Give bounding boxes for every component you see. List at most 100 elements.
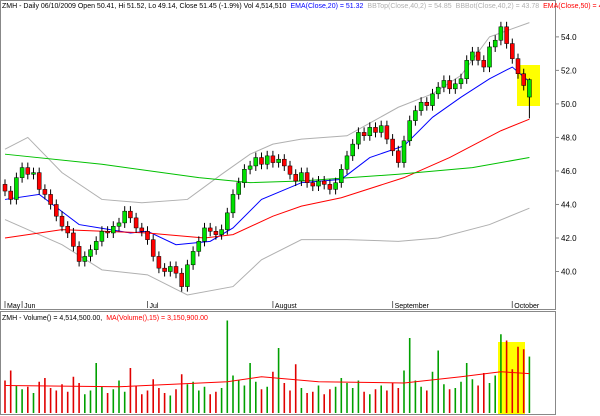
candle-body [190, 251, 196, 266]
candle-body [407, 120, 412, 142]
candle-body [82, 256, 88, 262]
candle-body [93, 241, 99, 250]
candle-body [242, 169, 247, 183]
candle-body [464, 60, 469, 80]
candle-body [287, 165, 293, 175]
candle-body [481, 60, 487, 68]
candle-body [25, 167, 31, 175]
candle-body [521, 73, 526, 86]
y-tick-label: 44.0 [561, 200, 577, 209]
candle-body [384, 125, 390, 140]
candle-body [219, 229, 224, 235]
candle-body [2, 184, 8, 192]
candle-body [430, 93, 435, 106]
candle-body [401, 140, 407, 163]
candle-body [88, 249, 93, 257]
volume-title: ZMH - Volume() = 4,514,500.00, [2, 315, 102, 322]
candle-body [282, 158, 287, 167]
candle-body [247, 165, 253, 170]
candle-body [293, 174, 298, 182]
x-tick-label: May [7, 303, 21, 310]
candle-body [111, 226, 116, 234]
candle-body [327, 184, 333, 190]
candle-body [185, 264, 190, 287]
candle-body [145, 231, 150, 240]
candle-body [14, 177, 19, 200]
candle-body [122, 210, 127, 224]
candle-body [299, 172, 304, 182]
candle-body [162, 267, 167, 272]
candle-body [504, 26, 509, 44]
candle-body [116, 222, 122, 227]
candle-body [498, 26, 504, 41]
candle-body [31, 172, 36, 175]
candle-body [225, 212, 230, 230]
candle-body [156, 256, 162, 269]
volume-header: ZMH - Volume() = 4,514,500.00, MA(Volume(… [2, 315, 208, 322]
volume-ma-line [4, 371, 530, 388]
candle-body [321, 180, 327, 185]
y-tick-label: 42.0 [561, 234, 577, 243]
candle-body [373, 127, 378, 133]
candle-body [475, 51, 481, 61]
candle-body [470, 51, 475, 61]
candle-body [168, 266, 173, 272]
candle-body [515, 58, 521, 74]
candle-body [356, 132, 361, 145]
candle-body [361, 132, 367, 137]
candle-body [133, 217, 139, 229]
overlay-line [4, 207, 530, 296]
x-tick-label: Jul [150, 303, 159, 310]
legend-entry: BBTop(Close,40,2) = 54.85 [367, 3, 451, 10]
candle-body [333, 182, 338, 190]
candle-body [179, 272, 184, 287]
overlay-line [4, 118, 530, 239]
candle-body [99, 231, 105, 242]
header: ZMH - Daily 06/10/2009 Open 50.41, Hi 51… [2, 3, 600, 10]
candle-body [213, 231, 219, 235]
candle-body [350, 143, 355, 157]
candle-body [447, 80, 452, 90]
candle-body [310, 182, 316, 187]
candle-body [390, 138, 395, 152]
candle-body [173, 266, 179, 274]
candle-body [458, 78, 464, 85]
candle-body [150, 239, 156, 257]
price-panel [0, 0, 556, 310]
overlay-line [4, 22, 530, 204]
candle-body [527, 79, 532, 98]
candle-body [424, 101, 430, 106]
candle-body [54, 204, 59, 217]
candle-body [367, 127, 373, 137]
candle-body [441, 80, 447, 88]
x-tick-label: Jun [24, 303, 35, 310]
candle-body [510, 43, 515, 59]
candle-body [435, 86, 441, 95]
candle-body [259, 157, 264, 165]
x-tick-label: September [395, 303, 430, 310]
candle-body [65, 226, 70, 234]
candle-body [202, 227, 207, 242]
candle-body [196, 241, 202, 252]
x-tick-label: October [514, 303, 540, 310]
candle-body [139, 227, 145, 232]
candle-body [8, 190, 13, 200]
candle-body [71, 232, 76, 247]
candle-body [413, 110, 418, 121]
candle-body [76, 246, 82, 262]
candle-body [42, 189, 48, 195]
y-tick-label: 40.0 [561, 268, 577, 277]
candle-body [59, 215, 65, 227]
candle-body [492, 39, 498, 48]
candle-body [316, 180, 321, 187]
legend-entry: MA(Volume(),15) = 3,150,900.00 [106, 315, 208, 322]
y-tick-label: 48.0 [561, 133, 577, 142]
candle-body [253, 157, 259, 167]
legend-entry: BBBot(Close,40,2) = 43.78 [456, 3, 540, 10]
candle-body [487, 46, 492, 68]
candle-body [270, 155, 276, 163]
legend-entry: EMA(Close,50) = 49.09 [543, 3, 600, 10]
candle-body [36, 172, 42, 190]
candle-body [48, 194, 53, 205]
